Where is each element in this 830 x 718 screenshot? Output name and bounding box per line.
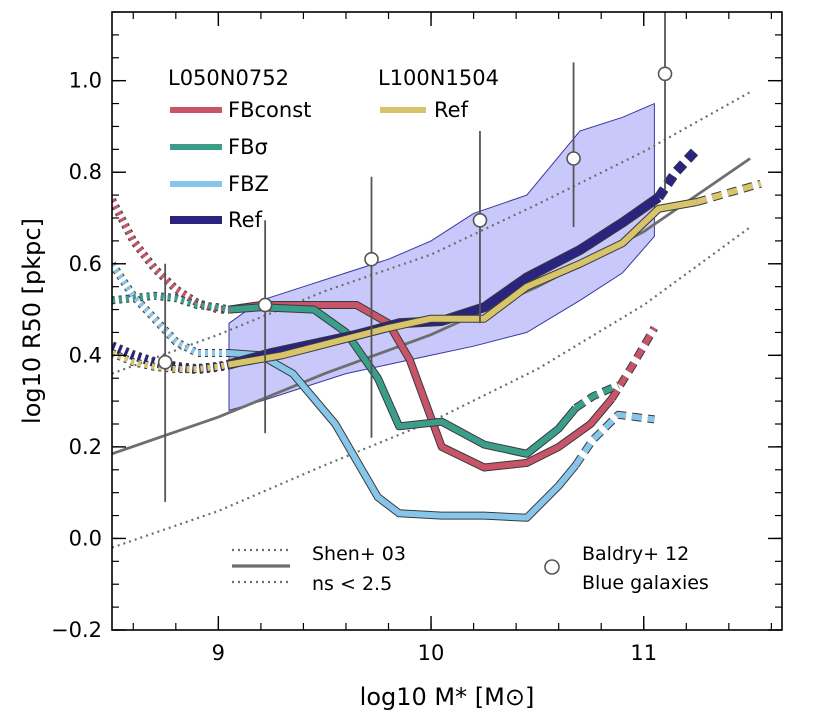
y-tick-label: −0.2 <box>51 618 102 642</box>
y-axis-title: log10 R50 [pkpc] <box>18 218 46 424</box>
plot-frame <box>111 11 783 631</box>
series-fb--solid <box>228 304 579 457</box>
series-ref-l100n1504-dotted <box>112 350 230 373</box>
baldry12-point <box>257 297 273 313</box>
legend-group-right-title: L100N1504 <box>378 66 499 90</box>
series-ref-l050n0752-dotted <box>112 342 230 374</box>
shen03-upper-line <box>112 91 751 375</box>
series-ref-l050n0752-dashed <box>655 146 700 200</box>
y-tick-label: 0.6 <box>69 252 102 276</box>
y-tick-label: 0.2 <box>69 435 102 459</box>
legend-label-ref-l100: Ref <box>434 98 469 122</box>
legend-label-fbsigma: FBσ <box>228 135 268 159</box>
series-ref-l100n1504-dashed <box>696 180 762 205</box>
legend-label-shen03: Shen+ 03 <box>312 543 406 565</box>
baldry12-point <box>566 151 581 166</box>
legend-label-baldry12: Baldry+ 12 <box>582 543 689 565</box>
legend-group-left-title: L050N0752 <box>168 66 289 90</box>
series-fbconst-dashed <box>609 326 657 401</box>
series-fb--dashed <box>574 382 620 411</box>
y-tick-label: 0.0 <box>69 526 102 550</box>
x-tick-label: 10 <box>418 641 445 665</box>
series-fbconst-solid <box>228 302 615 471</box>
legend-label-blue-galaxies: Blue galaxies <box>582 572 709 594</box>
shen03-median-line <box>112 157 751 456</box>
series-fbz-dotted <box>112 262 229 356</box>
y-tick-label: 0.4 <box>69 343 102 367</box>
legend-label-fbz: FBZ <box>228 172 269 196</box>
x-tick-label: 11 <box>630 641 657 665</box>
x-axis-title: log10 M* [M⊙] <box>360 683 535 711</box>
y-tick-label: 0.8 <box>69 160 102 184</box>
legend-marker-baldry12 <box>544 559 560 575</box>
x-tick-label: 9 <box>212 641 225 665</box>
y-tick-label: 1.0 <box>69 69 102 93</box>
baldry12-point <box>157 354 173 370</box>
series-fbz-dotted-outline <box>112 261 229 357</box>
baldry12-point <box>364 251 379 267</box>
baldry12-point <box>657 66 673 82</box>
legend-label-ref-l050: Ref <box>228 208 263 232</box>
series-fbz-solid <box>228 350 579 521</box>
series-fb--dotted <box>112 292 230 313</box>
series-ref-l100n1504-solid <box>228 199 698 368</box>
legend-label-ns: ns < 2.5 <box>312 573 392 595</box>
legend-label-fbconst: FBconst <box>228 98 311 122</box>
series-fbz-dashed <box>573 411 655 467</box>
baldry12-point <box>472 212 488 228</box>
